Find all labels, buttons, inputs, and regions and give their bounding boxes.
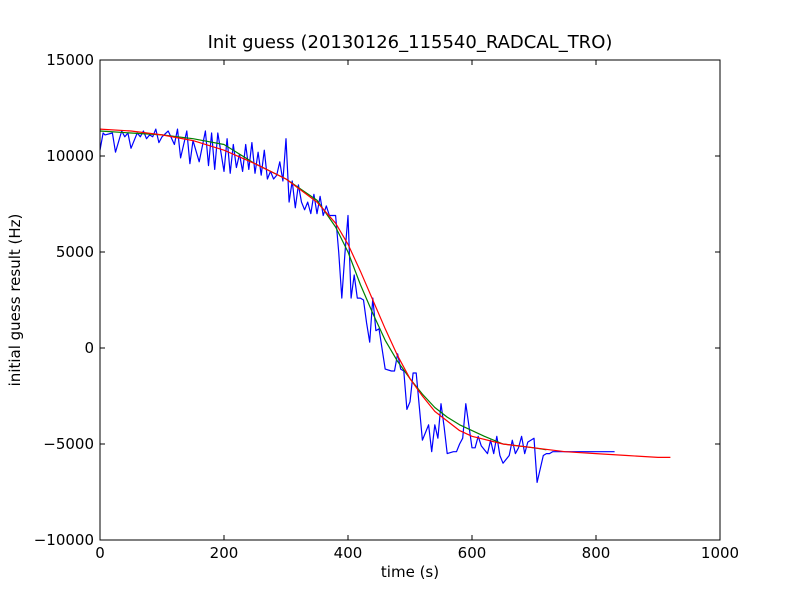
y-tick-label: 10000: [46, 147, 94, 165]
x-tick-label: 0: [95, 544, 105, 562]
y-tick-label: 5000: [56, 243, 94, 261]
plot-area: [100, 60, 720, 540]
chart-title: Init guess (20130126_115540_RADCAL_TRO): [208, 32, 613, 53]
plot-frame: [99, 59, 721, 541]
y-tick-label: 15000: [46, 51, 94, 69]
series-line-2: [99, 130, 547, 451]
x-tick-label: 200: [210, 544, 239, 562]
series-line-3: [99, 128, 671, 458]
x-ticks: 0 200 400 600 800 1000: [95, 60, 739, 562]
series-group: [99, 128, 671, 483]
y-axis-label: initial guess result (Hz): [6, 214, 24, 387]
x-axis-label: time (s): [381, 563, 439, 581]
x-tick-label: 1000: [701, 544, 739, 562]
x-tick-label: 400: [334, 544, 363, 562]
y-ticks: −10000 −5000 0 5000 10000 15000: [34, 51, 720, 549]
y-tick-label: −10000: [34, 531, 94, 549]
series-line-1: [99, 128, 615, 483]
y-tick-label: 0: [84, 339, 94, 357]
y-tick-label: −5000: [43, 435, 94, 453]
x-tick-label: 600: [458, 544, 487, 562]
x-tick-label: 800: [582, 544, 611, 562]
